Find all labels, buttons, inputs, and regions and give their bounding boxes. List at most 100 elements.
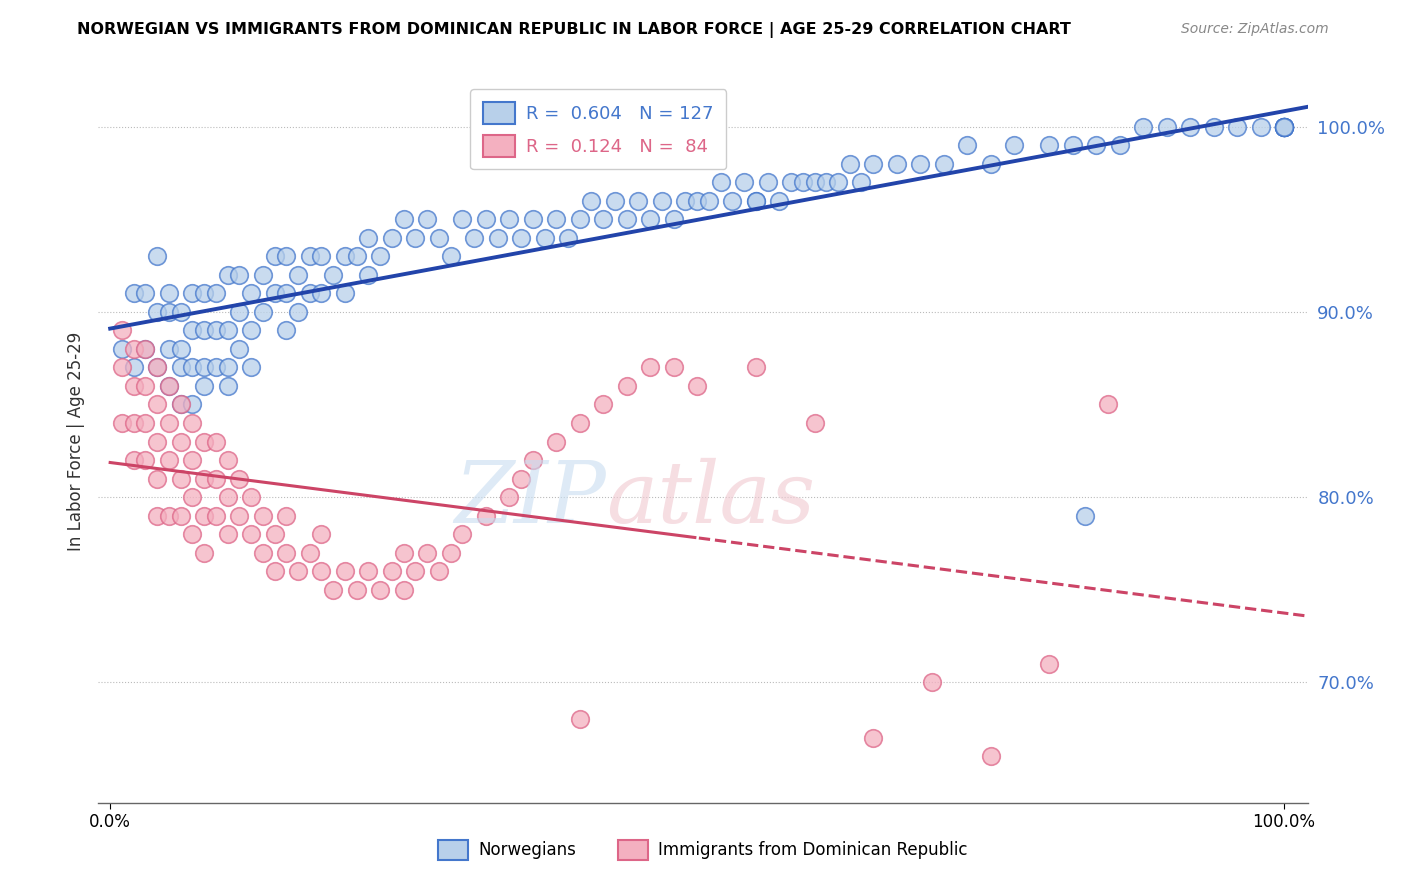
Point: [193, 434, 215, 449]
Point: [217, 453, 239, 467]
Point: [217, 268, 239, 282]
Point: [146, 434, 169, 449]
Point: [404, 231, 426, 245]
Point: [1132, 120, 1154, 134]
Point: [169, 508, 191, 523]
Point: [1272, 120, 1295, 134]
Point: [204, 323, 226, 337]
Point: [392, 546, 415, 560]
Point: [122, 342, 145, 356]
Point: [240, 527, 263, 541]
Point: [346, 582, 368, 597]
Point: [181, 416, 204, 430]
Point: [263, 527, 285, 541]
Point: [1062, 138, 1084, 153]
Point: [311, 564, 333, 578]
Point: [546, 434, 568, 449]
Point: [427, 564, 450, 578]
Point: [1038, 138, 1060, 153]
Point: [510, 472, 533, 486]
Point: [287, 268, 309, 282]
Point: [475, 508, 498, 523]
Point: [181, 527, 204, 541]
Point: [252, 268, 274, 282]
Point: [217, 527, 239, 541]
Point: [768, 194, 790, 208]
Point: [134, 453, 156, 467]
Point: [311, 527, 333, 541]
Point: [134, 342, 156, 356]
Point: [886, 156, 908, 170]
Point: [276, 508, 298, 523]
Point: [581, 194, 603, 208]
Text: Source: ZipAtlas.com: Source: ZipAtlas.com: [1181, 22, 1329, 37]
Point: [357, 231, 380, 245]
Point: [333, 249, 356, 263]
Point: [1156, 120, 1178, 134]
Point: [111, 360, 134, 375]
Point: [252, 305, 274, 319]
Point: [146, 360, 169, 375]
Text: ZIP: ZIP: [454, 458, 606, 541]
Text: atlas: atlas: [606, 458, 815, 541]
Point: [311, 286, 333, 301]
Point: [498, 490, 520, 504]
Point: [862, 156, 884, 170]
Point: [146, 360, 169, 375]
Point: [733, 175, 755, 189]
Point: [111, 416, 134, 430]
Point: [122, 360, 145, 375]
Point: [146, 249, 169, 263]
Point: [181, 490, 204, 504]
Point: [568, 212, 591, 227]
Point: [217, 323, 239, 337]
Point: [792, 175, 814, 189]
Point: [357, 268, 380, 282]
Point: [181, 286, 204, 301]
Point: [252, 546, 274, 560]
Point: [111, 323, 134, 337]
Point: [276, 323, 298, 337]
Point: [240, 490, 263, 504]
Point: [276, 249, 298, 263]
Point: [146, 472, 169, 486]
Point: [1272, 120, 1295, 134]
Point: [181, 453, 204, 467]
Point: [921, 675, 943, 690]
Point: [510, 231, 533, 245]
Point: [157, 379, 180, 393]
Point: [827, 175, 849, 189]
Point: [1272, 120, 1295, 134]
Point: [392, 212, 415, 227]
Point: [1272, 120, 1295, 134]
Point: [157, 342, 180, 356]
Point: [134, 379, 156, 393]
Point: [616, 379, 638, 393]
Point: [568, 713, 591, 727]
Point: [745, 194, 768, 208]
Point: [169, 472, 191, 486]
Point: [651, 194, 673, 208]
Point: [181, 397, 204, 411]
Point: [146, 508, 169, 523]
Point: [1272, 120, 1295, 134]
Point: [1202, 120, 1225, 134]
Point: [193, 472, 215, 486]
Point: [710, 175, 733, 189]
Point: [169, 342, 191, 356]
Point: [276, 546, 298, 560]
Point: [756, 175, 779, 189]
Point: [956, 138, 979, 153]
Point: [193, 360, 215, 375]
Point: [228, 472, 250, 486]
Point: [204, 508, 226, 523]
Point: [1108, 138, 1130, 153]
Point: [1272, 120, 1295, 134]
Point: [240, 286, 263, 301]
Point: [122, 416, 145, 430]
Point: [662, 360, 685, 375]
Point: [1038, 657, 1060, 671]
Point: [745, 194, 768, 208]
Point: [193, 379, 215, 393]
Point: [451, 527, 474, 541]
